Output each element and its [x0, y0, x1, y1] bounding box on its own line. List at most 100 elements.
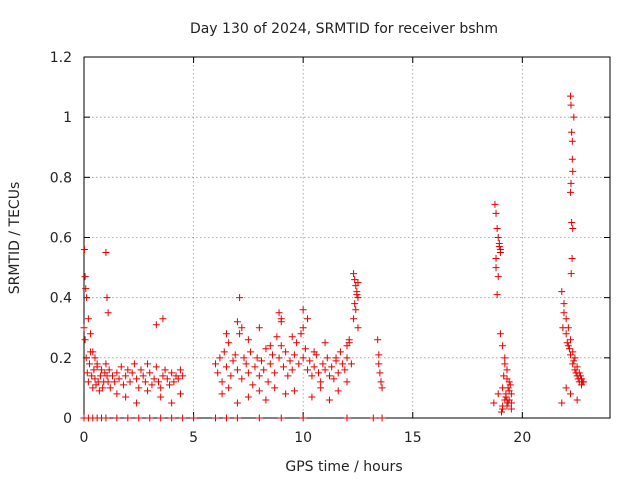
data-point [170, 378, 178, 386]
data-point [144, 360, 152, 368]
data-point [334, 369, 342, 377]
data-point [567, 390, 575, 398]
data-point [266, 342, 274, 350]
data-point [345, 336, 353, 344]
data-point [562, 384, 570, 392]
data-point [275, 309, 283, 317]
data-point [339, 360, 347, 368]
data-point [124, 414, 132, 422]
data-point [90, 366, 98, 374]
data-point [572, 369, 580, 377]
data-point [104, 309, 112, 317]
data-point [306, 357, 314, 365]
data-point [301, 345, 309, 353]
data-point [377, 378, 385, 386]
data-point [113, 369, 121, 377]
data-point [176, 366, 184, 374]
data-point [282, 390, 290, 398]
data-point [247, 348, 255, 356]
data-point [490, 399, 498, 407]
data-point [113, 390, 121, 398]
data-point [103, 294, 111, 302]
data-point [115, 375, 123, 383]
data-point [350, 315, 358, 323]
data-point [146, 369, 154, 377]
data-point [102, 249, 110, 257]
data-point [501, 360, 509, 368]
data-point [332, 354, 340, 362]
data-point [99, 384, 107, 392]
data-point [260, 366, 268, 374]
data-point [499, 402, 507, 410]
data-point [564, 342, 572, 350]
y-tick-label: 0.6 [50, 231, 72, 247]
data-point [491, 200, 499, 208]
data-point [562, 315, 570, 323]
data-point [144, 387, 152, 395]
data-point [122, 393, 130, 401]
data-point [282, 348, 290, 356]
data-point [495, 240, 503, 248]
data-point [317, 378, 325, 386]
data-point [157, 414, 165, 422]
data-point [507, 405, 515, 413]
data-point [214, 369, 222, 377]
data-point [102, 414, 110, 422]
data-point [499, 342, 507, 350]
data-point [141, 378, 149, 386]
data-point [117, 363, 125, 371]
data-point [343, 378, 351, 386]
data-point [130, 360, 138, 368]
data-point [504, 384, 512, 392]
data-point [139, 372, 147, 380]
x-tick-label: 0 [80, 430, 89, 446]
data-point [310, 363, 318, 371]
data-point [133, 399, 141, 407]
data-point [507, 399, 515, 407]
data-points [80, 92, 588, 422]
data-point [106, 384, 114, 392]
data-point [253, 354, 261, 362]
data-point [152, 363, 160, 371]
data-point [336, 348, 344, 356]
data-point [165, 381, 173, 389]
data-point [325, 372, 333, 380]
data-point [229, 357, 237, 365]
data-point [328, 363, 336, 371]
data-point [569, 360, 577, 368]
data-point [168, 399, 176, 407]
data-point [354, 324, 362, 332]
data-point [108, 372, 116, 380]
data-point [567, 179, 575, 187]
data-point [225, 384, 233, 392]
data-point [568, 218, 576, 226]
data-point [80, 246, 88, 254]
data-point [562, 330, 570, 338]
data-point [496, 246, 504, 254]
data-point [135, 384, 143, 392]
chart-title: Day 130 of 2024, SRMTID for receiver bsh… [190, 21, 498, 37]
data-point [568, 128, 576, 136]
data-point [238, 324, 246, 332]
data-point [137, 366, 145, 374]
data-point [80, 324, 88, 332]
data-point [82, 354, 90, 362]
data-point [89, 348, 97, 356]
data-point [299, 354, 307, 362]
data-point [150, 375, 158, 383]
data-point [568, 155, 576, 163]
data-point [341, 366, 349, 374]
data-point [284, 372, 292, 380]
data-point [351, 276, 359, 284]
data-point [559, 324, 567, 332]
data-point [323, 354, 331, 362]
data-point [85, 360, 93, 368]
x-tick-labels: 0 5 10 15 20 [80, 430, 532, 446]
data-point [244, 369, 252, 377]
data-point [168, 414, 176, 422]
grid-lines [84, 57, 610, 418]
data-point [179, 372, 187, 380]
data-point [567, 336, 575, 344]
data-point [317, 384, 325, 392]
data-point [126, 378, 134, 386]
